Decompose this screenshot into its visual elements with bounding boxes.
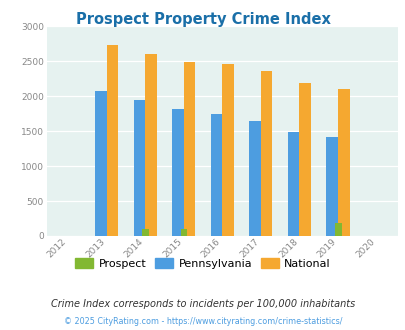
Text: Crime Index corresponds to incidents per 100,000 inhabitants: Crime Index corresponds to incidents per…	[51, 299, 354, 309]
Bar	[133, 100, 145, 236]
Bar	[95, 91, 106, 236]
Bar	[260, 71, 272, 236]
Bar	[299, 83, 310, 236]
Bar	[142, 229, 149, 236]
Legend: Prospect, Pennsylvania, National: Prospect, Pennsylvania, National	[70, 254, 335, 273]
Bar	[326, 137, 337, 236]
Bar	[172, 109, 183, 236]
Bar	[210, 114, 222, 236]
Bar	[183, 62, 195, 236]
Bar	[249, 121, 260, 236]
Bar	[145, 54, 156, 236]
Bar	[337, 89, 349, 236]
Text: © 2025 CityRating.com - https://www.cityrating.com/crime-statistics/: © 2025 CityRating.com - https://www.city…	[64, 317, 341, 326]
Bar	[181, 229, 187, 236]
Text: Prospect Property Crime Index: Prospect Property Crime Index	[75, 12, 330, 26]
Bar	[106, 45, 118, 236]
Bar	[335, 223, 341, 236]
Bar	[287, 132, 299, 236]
Bar	[222, 64, 233, 236]
